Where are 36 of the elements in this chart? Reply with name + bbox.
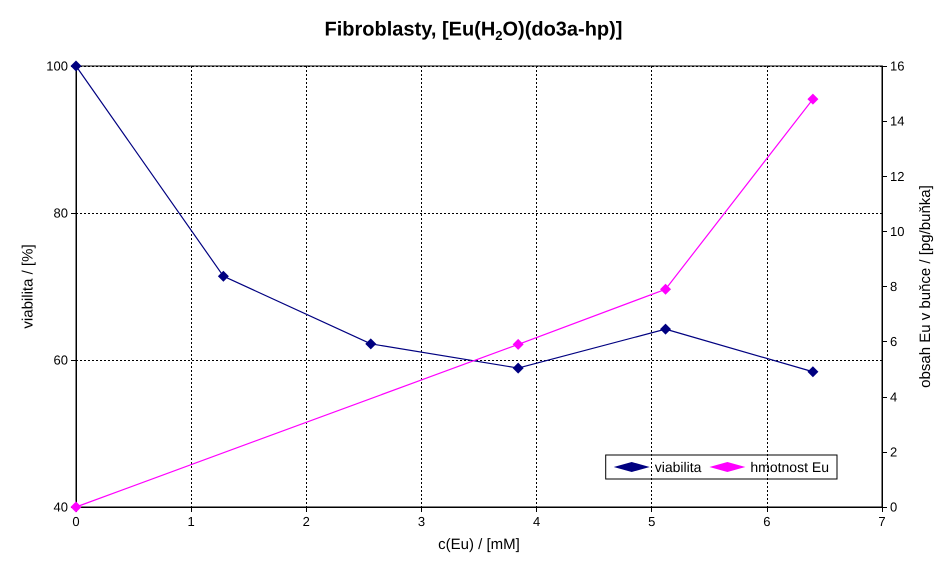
y2-tick-label: 14: [890, 114, 904, 129]
point: [365, 338, 376, 350]
point: [512, 362, 524, 374]
y2-tick-label: 0: [890, 500, 898, 514]
y-tick-label: 100: [46, 58, 68, 74]
x-tick-label: 4: [532, 514, 540, 529]
y2-axis-title: obsah Eu v buňce / [pg/buňka]: [917, 185, 934, 388]
x-tick-label: 0: [72, 514, 80, 529]
y-tick-label: 60: [54, 352, 68, 368]
x-tick-label: 2: [302, 514, 310, 529]
y-tick-label: 80: [54, 206, 68, 220]
x-tick-label: 1: [188, 514, 195, 529]
point: [70, 60, 82, 72]
point: [512, 338, 524, 350]
x-tick-label: 3: [418, 514, 426, 529]
y-axis-title: viabilita / [%]: [19, 244, 36, 329]
point: [70, 502, 82, 512]
legend-label: hmotnost Eu: [750, 459, 830, 475]
point: [807, 94, 818, 105]
legend-label: viabilita: [654, 459, 702, 475]
y2-tick-label: 8: [890, 279, 898, 294]
x-tick-label: 7: [878, 514, 886, 529]
y-tick-label: 40: [54, 500, 68, 514]
x-tick-label: 5: [648, 514, 656, 529]
point: [807, 366, 818, 378]
y2-tick-label: 12: [890, 168, 904, 184]
x-tick-label: 6: [763, 514, 770, 529]
point: [660, 324, 672, 335]
y2-tick-label: 6: [890, 334, 898, 350]
y2-tick-label: 4: [890, 389, 898, 404]
point: [660, 284, 672, 295]
point: [218, 270, 229, 282]
y2-tick-label: 2: [890, 444, 898, 460]
y2-tick-label: 10: [890, 224, 904, 239]
x-axis-title: c(Eu) / [mM]: [438, 536, 520, 553]
y2-tick-label: 16: [890, 58, 904, 74]
